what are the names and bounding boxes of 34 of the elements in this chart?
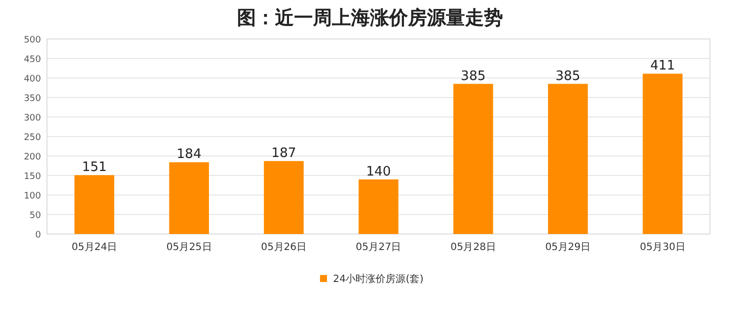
y-tick-label: 500 xyxy=(24,36,42,46)
data-label: 140 xyxy=(366,164,391,180)
y-tick-label: 250 xyxy=(24,133,42,143)
y-tick-label: 200 xyxy=(24,152,42,162)
bar xyxy=(169,162,209,234)
bar xyxy=(642,74,683,234)
legend-label: 24小时涨价房源(套) xyxy=(333,273,424,285)
chart-title: 图：近一周上海涨价房源量走势 xyxy=(237,7,503,29)
data-label: 184 xyxy=(176,147,202,162)
bar xyxy=(548,84,588,234)
data-label: 411 xyxy=(650,58,676,74)
bar xyxy=(358,179,398,234)
x-tick-label: 05月30日 xyxy=(640,242,686,253)
x-tick-label: 05月28日 xyxy=(450,242,496,253)
bar xyxy=(264,161,304,234)
x-tick-label: 05月25日 xyxy=(166,242,212,253)
data-label: 385 xyxy=(460,68,486,84)
y-tick-label: 300 xyxy=(24,114,42,124)
bar xyxy=(453,84,494,234)
y-tick-label: 100 xyxy=(24,192,42,202)
data-label: 151 xyxy=(82,160,107,176)
x-tick-label: 05月24日 xyxy=(72,242,118,253)
y-tick-label: 450 xyxy=(24,55,42,65)
y-tick-label: 400 xyxy=(24,74,42,84)
y-tick-label: 150 xyxy=(24,172,42,182)
y-tick-label: 50 xyxy=(30,211,42,221)
data-label: 385 xyxy=(556,68,580,84)
x-tick-label: 05月29日 xyxy=(545,242,591,253)
y-tick-label: 350 xyxy=(24,94,42,104)
x-tick-label: 05月27日 xyxy=(356,242,402,253)
data-label: 187 xyxy=(271,146,296,162)
y-tick-label: 0 xyxy=(35,230,42,240)
bar xyxy=(74,175,114,234)
x-tick-label: 05月26日 xyxy=(261,242,307,253)
